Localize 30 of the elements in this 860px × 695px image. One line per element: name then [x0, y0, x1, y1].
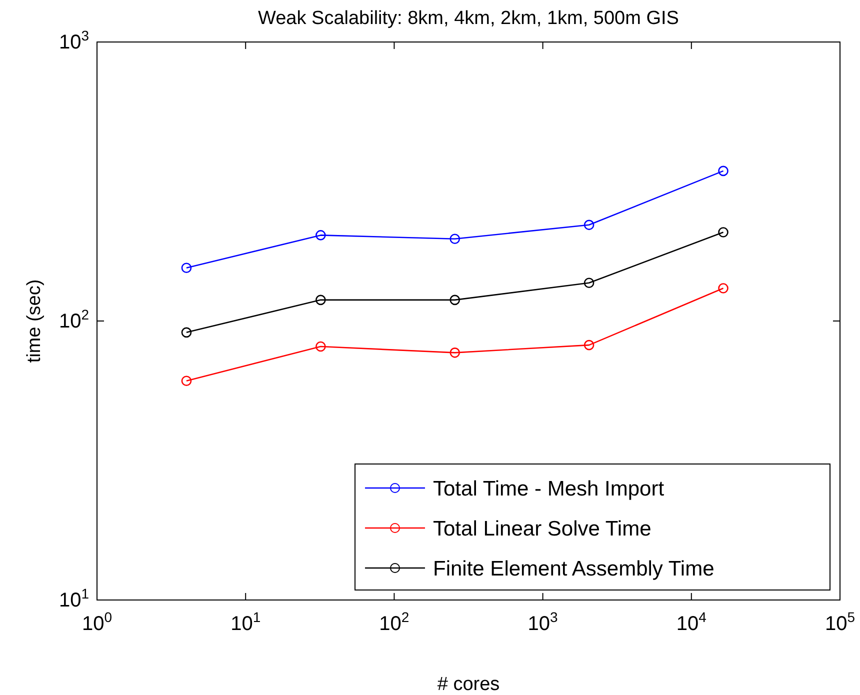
point	[181, 327, 192, 338]
y-axis-title: time (sec)	[24, 279, 45, 363]
point	[718, 166, 728, 176]
legend-label: Total Time - Mesh Import	[433, 477, 664, 500]
y-tick-label: 10$^{2}$	[58, 306, 90, 332]
y-tick-label: 10$^{1}$	[58, 585, 90, 612]
legend-label: Finite Element Assembly Time	[433, 557, 714, 580]
point	[718, 227, 728, 238]
point	[718, 283, 728, 294]
point	[181, 262, 192, 274]
point	[450, 234, 460, 244]
point	[584, 340, 594, 350]
x-tick-label: 10$^{1}$	[230, 609, 261, 635]
x-tick-label: 10$^{4}$	[676, 609, 707, 635]
point	[316, 294, 326, 306]
x-tick-label: 10$^{2}$	[379, 609, 410, 635]
point	[584, 220, 594, 230]
x-axis-title: # cores	[437, 674, 500, 695]
point	[181, 376, 192, 386]
point	[316, 230, 326, 240]
point	[584, 278, 594, 288]
point	[450, 348, 460, 358]
x-tick-label: 10$^{5}$	[824, 609, 856, 635]
x-tick-label: 10$^{3}$	[528, 609, 558, 635]
point	[450, 294, 460, 306]
y-tick-label: 10$^{3}$	[58, 27, 90, 54]
legend-label: Total Linear Solve Time	[433, 517, 652, 540]
x-tick-label: 10$^{0}$	[82, 609, 112, 635]
chart-title: Weak Scalability: 8km, 4km, 2km, 1km, 500m GIS	[258, 8, 679, 29]
point	[316, 341, 326, 352]
